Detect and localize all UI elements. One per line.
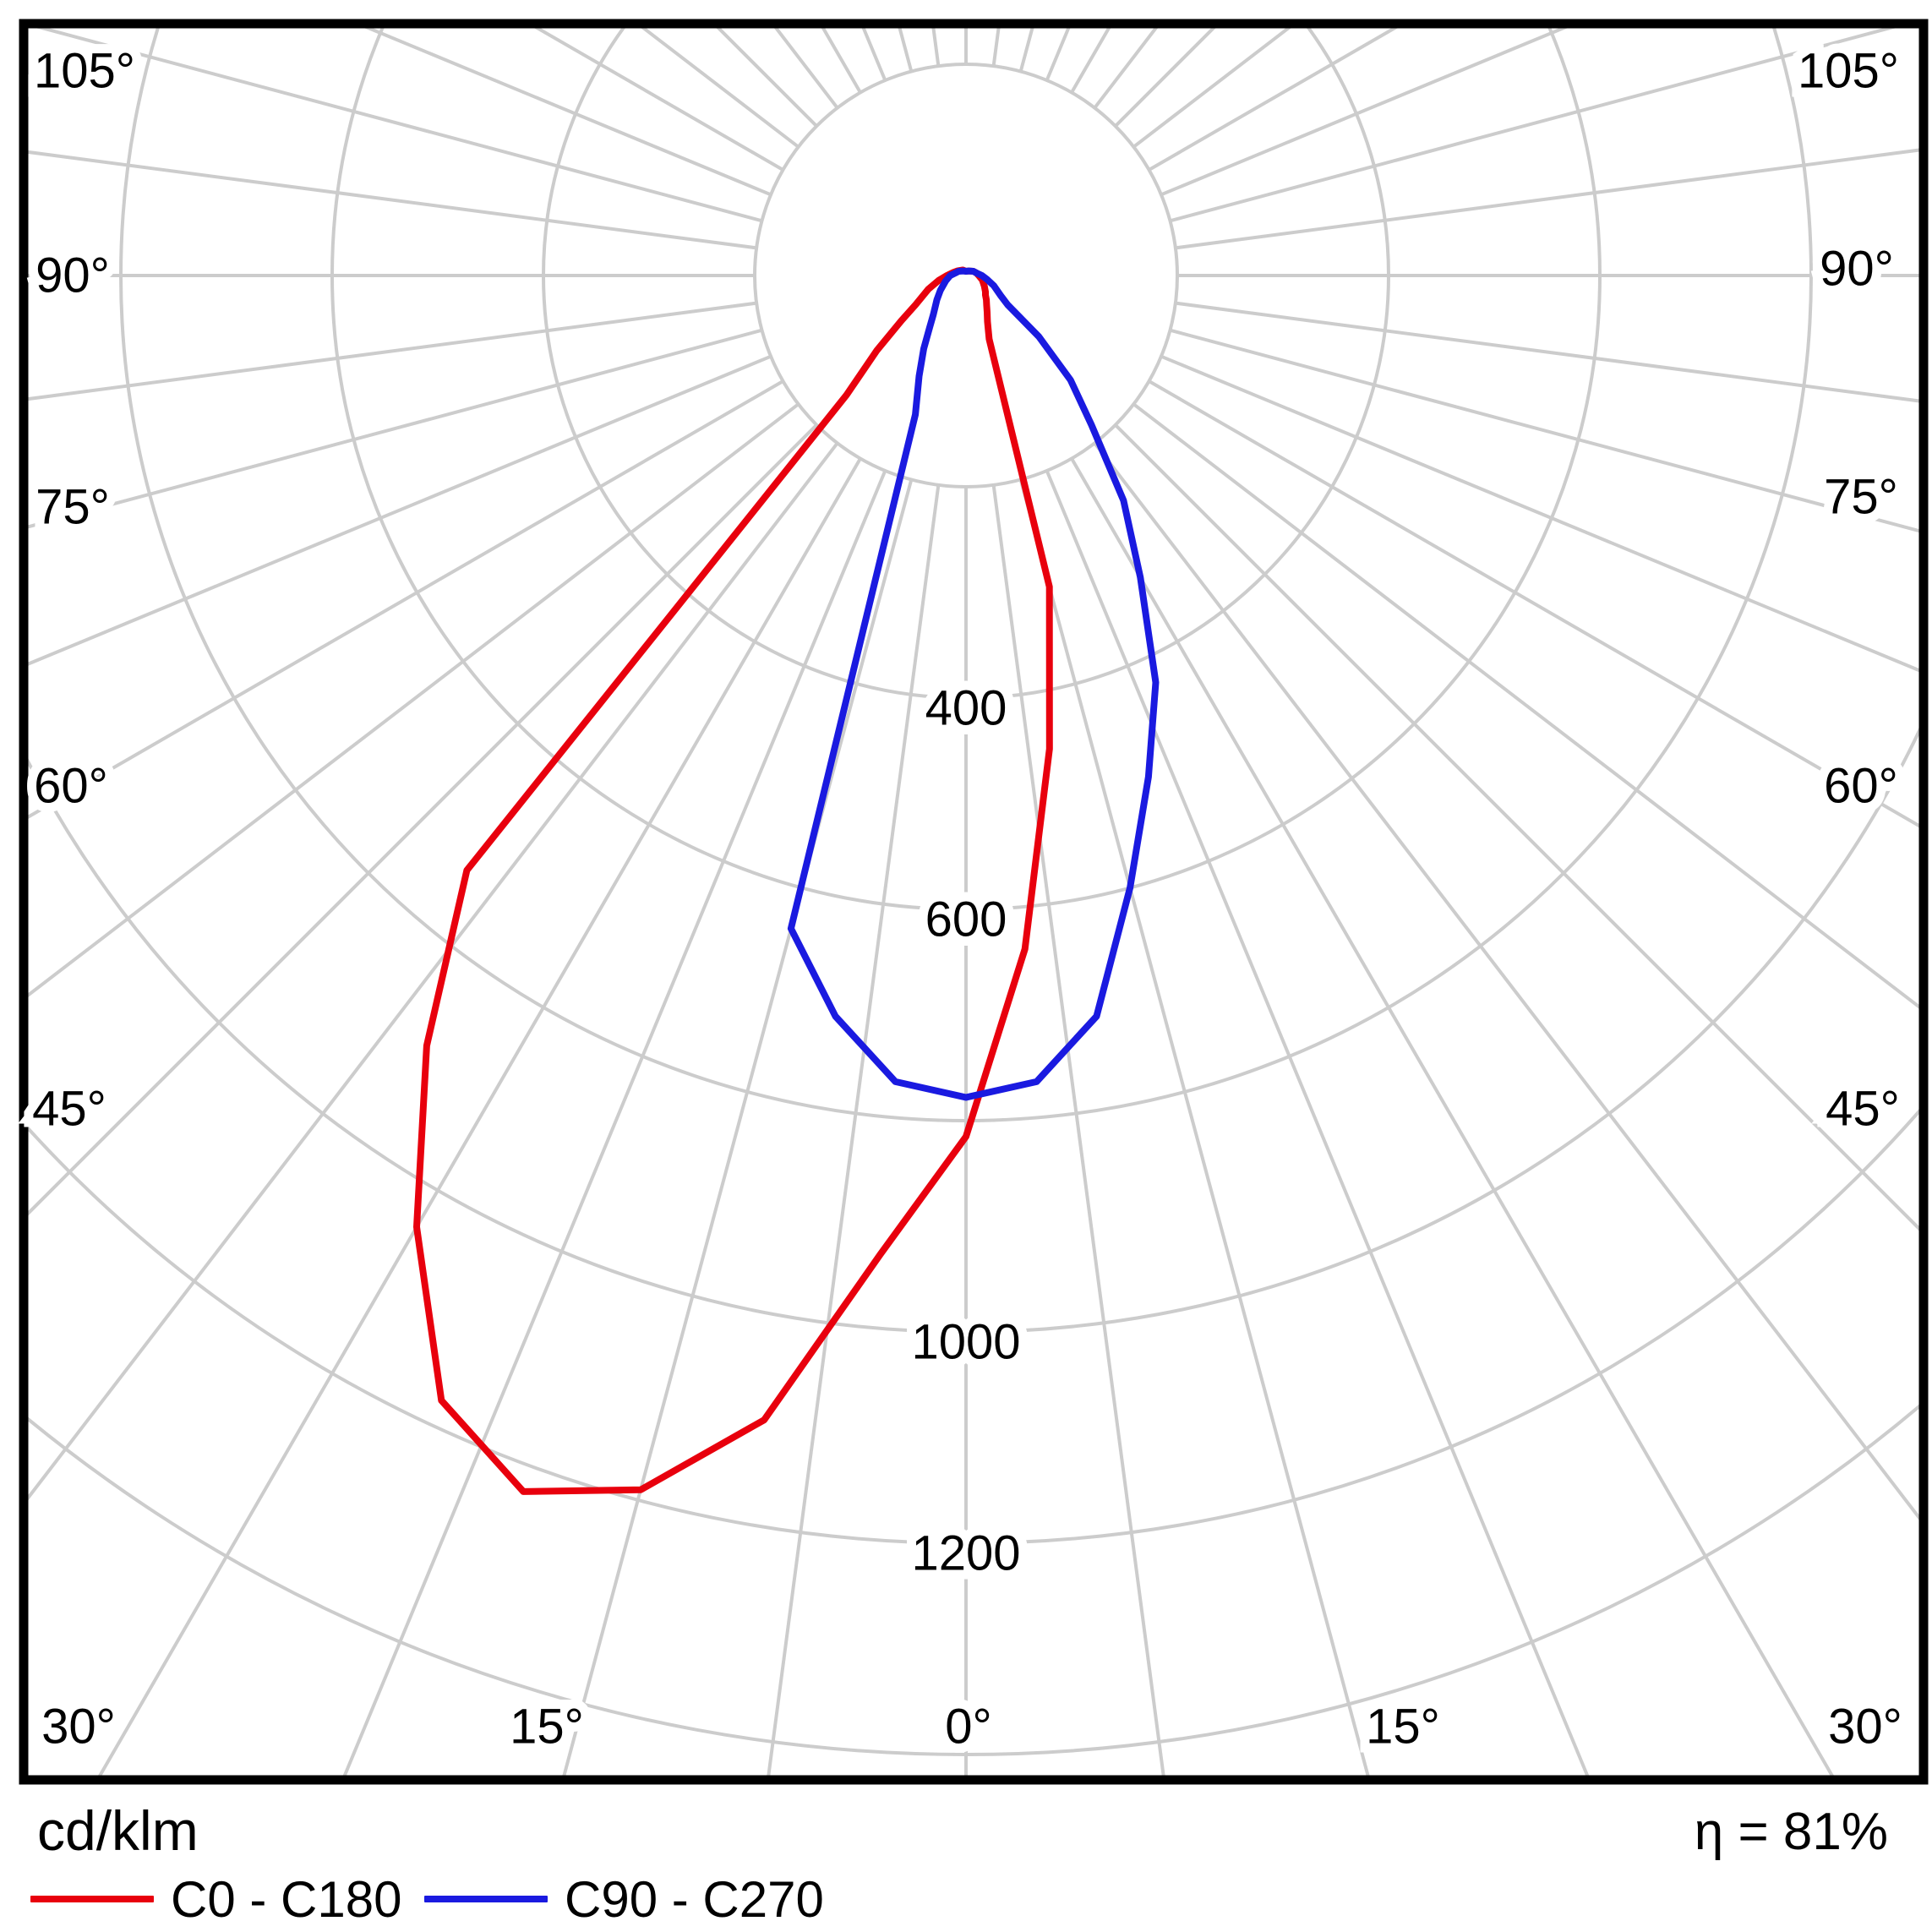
curve-c90-c270 [787, 267, 1160, 1101]
legend-line-blue-icon [424, 1896, 548, 1902]
grid-spoke-67.5 [1160, 354, 1919, 673]
grid-spoke-52.5 [1132, 402, 1919, 1009]
angle-label-bottom-4-30°: 30° [1828, 1700, 1902, 1755]
grid-spoke-292.5 [28, 354, 772, 666]
grid-spoke-22.5 [1045, 470, 1590, 1776]
grid-spoke-195 [898, 28, 914, 73]
grid-spoke-247.5 [364, 28, 772, 197]
grid-spoke-262.5 [28, 150, 757, 250]
grid-spoke-45 [1114, 423, 1919, 1231]
grid-ring-200 [753, 63, 1179, 488]
ring-label-1000: 1000 [911, 1315, 1020, 1370]
legend-label-c0-c180: C0 - C180 [171, 1870, 402, 1928]
grid-spoke-112.5 [1160, 28, 1568, 197]
angle-label-right-75°: 75° [1824, 470, 1898, 525]
grid-spoke-75 [1169, 328, 1919, 533]
grid-spoke-7.5 [991, 484, 1165, 1776]
grid-spoke-322.5 [28, 442, 839, 1501]
legend-line-red-icon [30, 1896, 154, 1902]
legend-item-c0-c180: C0 - C180 [30, 1870, 402, 1928]
angle-label-right-60°: 60° [1824, 759, 1898, 814]
curve-c0-c180 [413, 266, 1053, 1495]
grid-spoke-105 [1169, 28, 1896, 223]
grid-spoke-315 [28, 423, 818, 1216]
ring-label-400: 400 [925, 681, 1007, 736]
grid-spoke-82.5 [1175, 301, 1919, 403]
angle-label-right-105°: 105° [1798, 44, 1899, 99]
angle-label-bottom-3-15°: 15° [1366, 1700, 1440, 1755]
efficiency-label: η = 81% [1694, 1803, 1888, 1861]
grid-spoke-60 [1148, 379, 1919, 828]
ring-label-600: 600 [925, 892, 1007, 947]
grid-spoke-307.5 [28, 402, 800, 997]
grid-spoke-277.5 [28, 301, 757, 401]
angle-label-left-45°: 45° [32, 1082, 106, 1137]
angle-label-left-90°: 90° [35, 248, 110, 303]
angle-label-left-75°: 75° [35, 480, 110, 535]
grid-spoke-285 [28, 328, 763, 529]
angle-label-right-45°: 45° [1826, 1082, 1900, 1137]
legend-label-c90-c270: C90 - C270 [565, 1870, 824, 1928]
grid-spoke-15 [1018, 478, 1370, 1776]
angle-label-left-60°: 60° [34, 759, 108, 814]
grid-spoke-37.5 [1093, 442, 1919, 1520]
chart-legend: C0 - C180 C90 - C270 [0, 1870, 1932, 1928]
angle-label-left-105°: 105° [34, 44, 135, 99]
grid-spoke-172.5 [991, 28, 1001, 67]
grid-spoke-97.5 [1175, 148, 1919, 250]
grid-spoke-337.5 [342, 470, 887, 1776]
grid-spoke-330 [98, 457, 862, 1776]
grid-spoke-30 [1070, 457, 1834, 1776]
grid-spoke-345 [562, 478, 914, 1776]
grid-spoke-187.5 [931, 28, 941, 67]
grid-spoke-352.5 [767, 484, 941, 1776]
grid-spoke-300 [28, 379, 784, 819]
grid-spoke-255 [36, 28, 763, 223]
angle-label-bottom-0-30°: 30° [41, 1700, 116, 1755]
legend-item-c90-c270: C90 - C270 [424, 1870, 824, 1928]
ring-label-1200: 1200 [911, 1526, 1020, 1581]
angle-label-right-90°: 90° [1820, 242, 1894, 297]
angle-label-bottom-2-0°: 0° [945, 1700, 991, 1755]
angle-label-bottom-1-15°: 15° [510, 1700, 584, 1755]
chart-frame [19, 19, 1929, 1785]
grid-spoke-165 [1018, 28, 1034, 73]
